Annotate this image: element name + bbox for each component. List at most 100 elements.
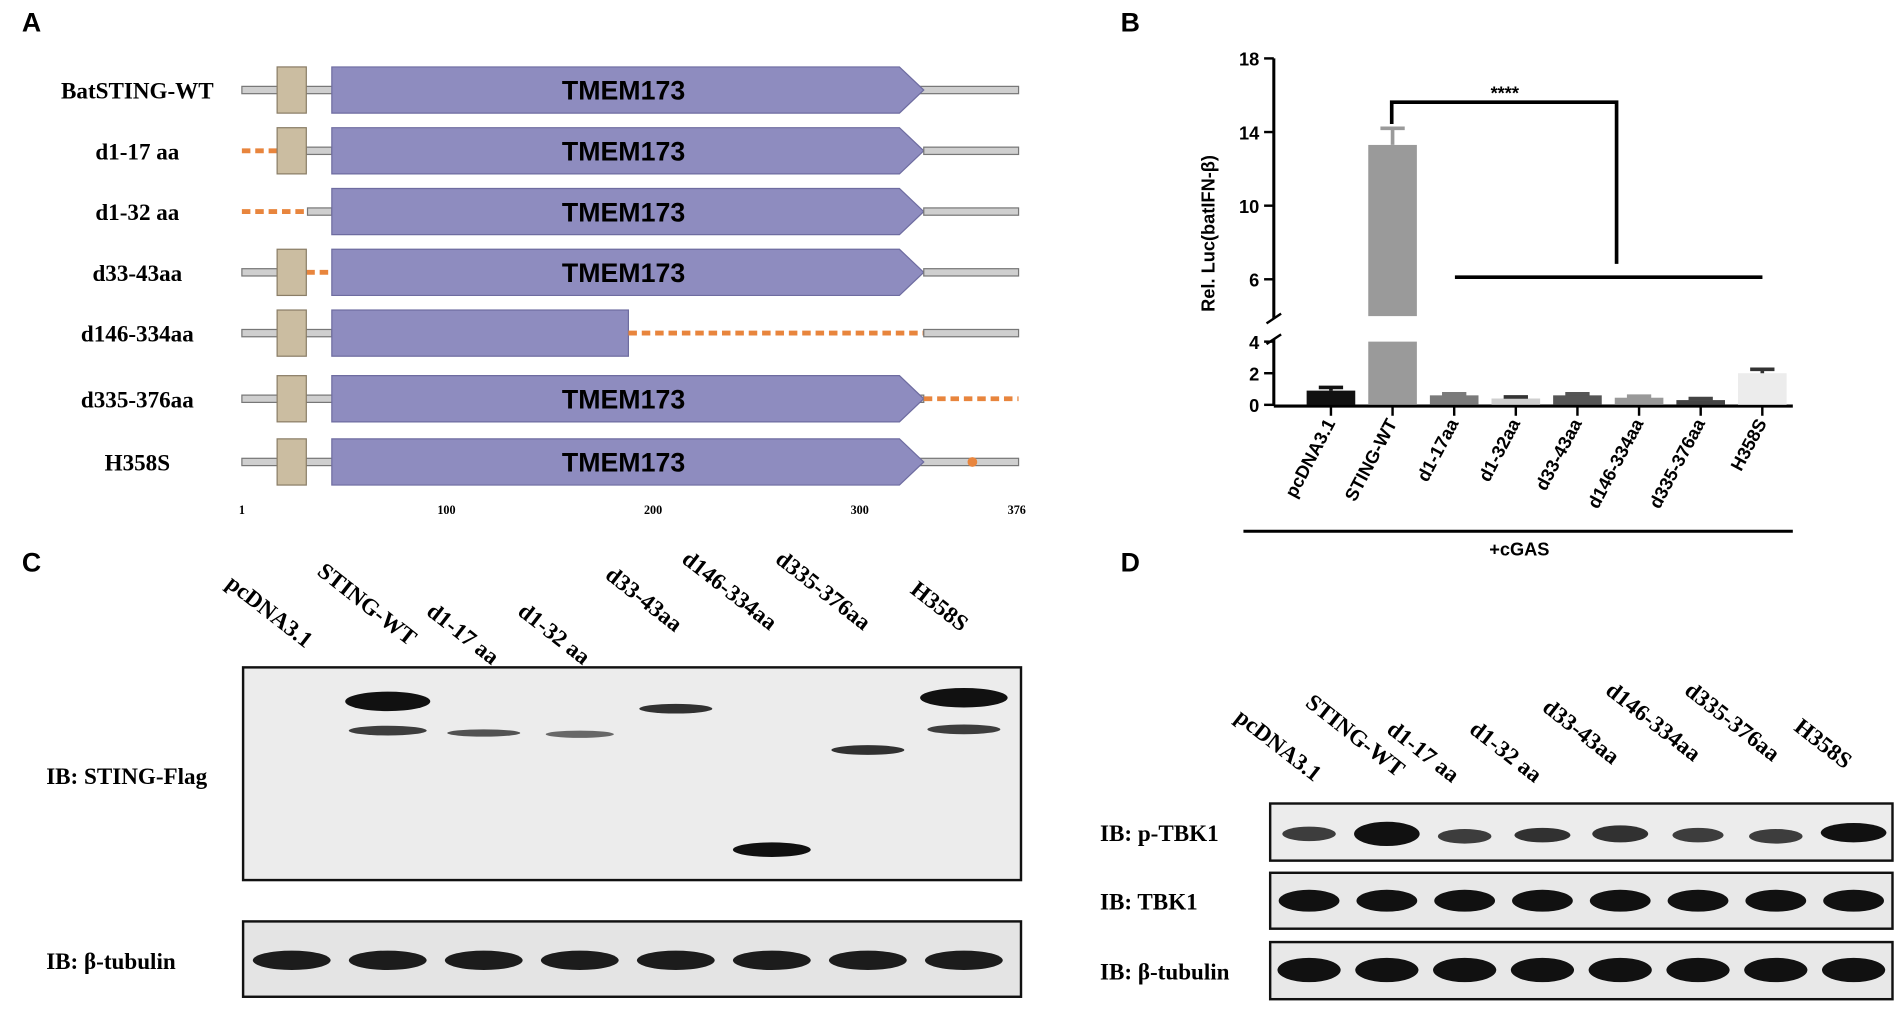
domain-label: TMEM173: [562, 384, 685, 414]
band: [1433, 957, 1497, 983]
domain: [331, 127, 925, 175]
band: [1672, 827, 1724, 843]
tm-box: [276, 66, 307, 114]
tm-box: [276, 127, 307, 175]
group-label: +cGAS: [1489, 539, 1549, 560]
band: [636, 950, 715, 971]
band: [1745, 889, 1807, 912]
backbone: [923, 268, 1020, 277]
tm-box: [276, 375, 307, 423]
band: [348, 950, 427, 971]
point-mutation: [967, 457, 978, 467]
x-tick-label: d33-43aa: [1531, 414, 1587, 493]
band: [1588, 957, 1652, 983]
x-tick-label: STING-WT: [1340, 415, 1401, 504]
panel-letter: A: [22, 8, 41, 38]
domain-label: TMEM173: [562, 448, 685, 478]
scale-tick: 100: [437, 503, 455, 517]
y-tick-label: 6: [1249, 270, 1259, 291]
band: [639, 703, 713, 714]
bar: [1553, 395, 1602, 405]
error-bar: [1380, 126, 1405, 145]
x-tick-label: d1-17aa: [1412, 414, 1463, 485]
band: [920, 688, 1008, 708]
band: [927, 724, 1001, 735]
y-axis-label: Rel. Luc(batIFN-β): [1197, 155, 1218, 312]
domain-label: TMEM173: [562, 76, 685, 106]
bar: [1614, 397, 1664, 405]
band: [1277, 957, 1341, 983]
band: [1666, 957, 1730, 983]
lane-label: H358S: [1790, 713, 1858, 774]
tm-box: [276, 248, 307, 297]
backbone: [241, 268, 278, 277]
row-label: IB: STING-Flag: [46, 763, 207, 789]
error-bar: [1442, 391, 1467, 396]
construct-label: d1-17 aa: [95, 138, 179, 164]
construct-label: d33-43aa: [92, 260, 182, 286]
band: [1749, 829, 1803, 844]
band: [828, 950, 907, 971]
error-bar: [1503, 395, 1528, 399]
band: [1589, 889, 1651, 912]
bar: [1491, 398, 1541, 405]
lane-label: d33-43aa: [601, 561, 688, 637]
bar: [1368, 144, 1417, 317]
scale-tick: 200: [644, 503, 662, 517]
band: [1437, 829, 1492, 844]
y-tick-label: 4: [1249, 332, 1260, 353]
axis-break: [1265, 312, 1282, 325]
band: [252, 950, 331, 971]
band: [1282, 826, 1336, 842]
error-bar: [1626, 394, 1652, 398]
bar: [1676, 400, 1725, 405]
domain: [331, 438, 925, 486]
domain: [331, 66, 925, 114]
band: [1512, 889, 1573, 912]
bar: [1738, 373, 1787, 405]
backbone: [923, 207, 1020, 216]
band: [1820, 822, 1887, 843]
band: [345, 691, 431, 712]
band: [1434, 889, 1496, 912]
band: [1821, 957, 1886, 983]
x-tick-label: d1-32aa: [1474, 414, 1525, 485]
domain: [331, 309, 630, 357]
scale-tick: 376: [1008, 503, 1026, 517]
band: [1592, 825, 1649, 843]
backbone: [923, 328, 1020, 338]
lane-label: d335-376aa: [771, 545, 876, 635]
lane-label: d1-17 aa: [422, 597, 505, 669]
backbone: [923, 146, 1020, 156]
band: [1356, 889, 1418, 912]
error-bar: [1688, 396, 1713, 401]
band: [444, 950, 523, 971]
tm-box: [276, 309, 307, 357]
domain-label: TMEM173: [562, 197, 685, 227]
band: [545, 730, 614, 738]
panel-letter: B: [1121, 8, 1140, 38]
scale-tick: 1: [239, 503, 245, 517]
band: [1355, 957, 1419, 983]
construct-label: d1-32 aa: [95, 199, 179, 225]
x-tick-label: pcDNA3.1: [1280, 415, 1339, 501]
band: [732, 950, 811, 971]
y-tick-label: 0: [1249, 395, 1259, 416]
construct-label: BatSTING-WT: [61, 78, 214, 104]
panel-letter: C: [22, 547, 41, 577]
domain: [331, 248, 925, 297]
lane-label: d1-32 aa: [1465, 715, 1548, 787]
band: [1510, 957, 1575, 983]
band: [1744, 957, 1808, 983]
band: [831, 745, 905, 755]
row-label: IB: p-TBK1: [1100, 820, 1219, 846]
lane-label: STING-WT: [313, 557, 422, 650]
y-tick-label: 14: [1239, 122, 1260, 143]
x-tick-label: d335-376aa: [1644, 414, 1709, 511]
construct-label: d146-334aa: [81, 321, 194, 347]
y-tick-label: 2: [1249, 364, 1259, 385]
construct-label: H358S: [105, 449, 170, 475]
construct-label: d335-376aa: [81, 386, 194, 412]
band: [732, 842, 811, 857]
lane-label: pcDNA3.1: [222, 569, 318, 652]
